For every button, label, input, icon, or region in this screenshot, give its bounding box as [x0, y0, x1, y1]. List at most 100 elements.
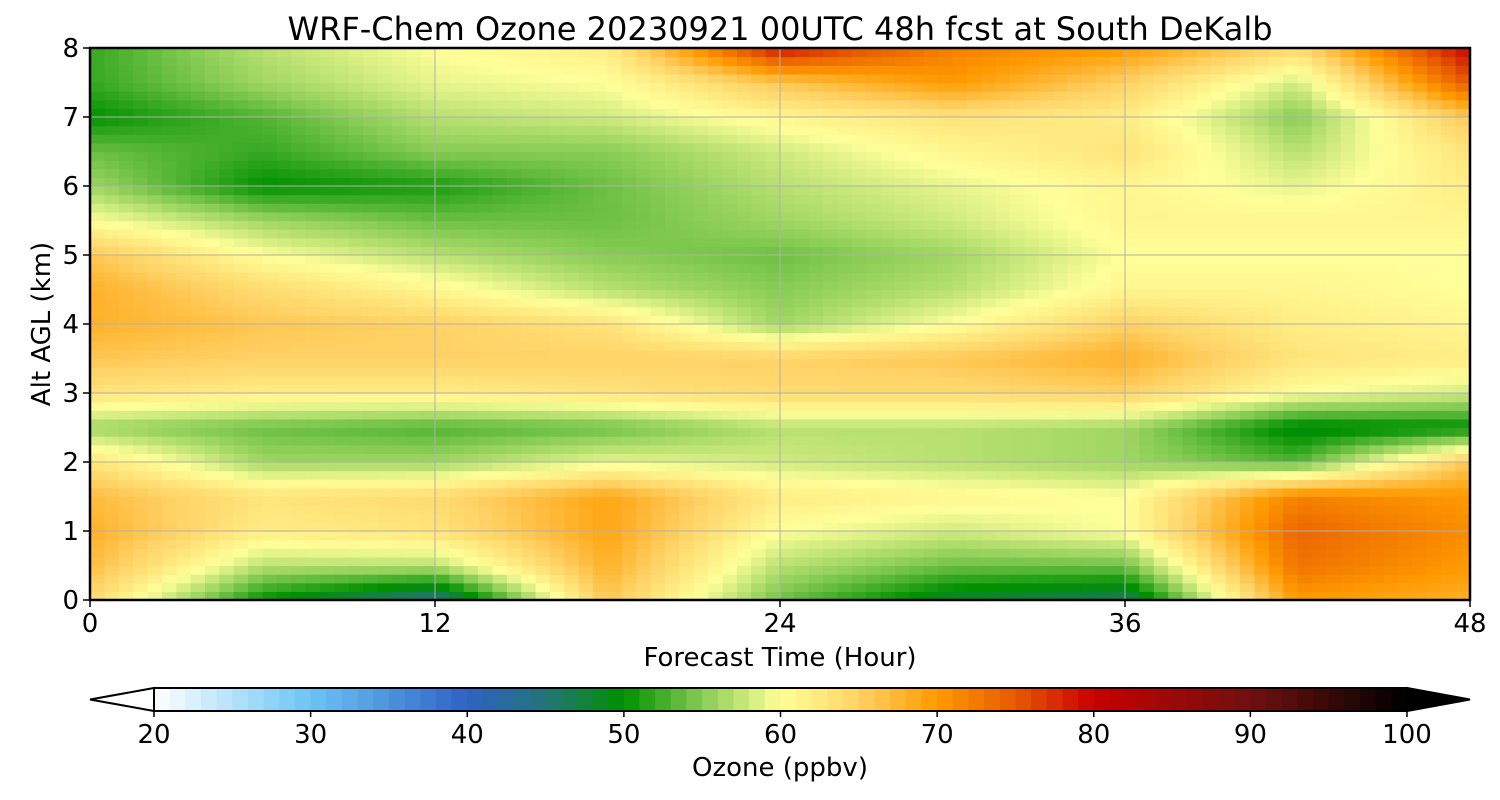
heatmap-cell: [837, 436, 853, 446]
heatmap-cell: [693, 436, 709, 446]
heatmap-cell: [837, 306, 853, 316]
heatmap-cell: [348, 565, 364, 575]
heatmap-cell: [420, 513, 436, 523]
heatmap-cell: [521, 289, 537, 299]
heatmap-cell: [895, 125, 910, 135]
heatmap-cell: [478, 186, 494, 196]
heatmap-cell: [693, 298, 709, 308]
heatmap-cell: [420, 108, 436, 118]
heatmap-cell: [535, 591, 551, 601]
heatmap-cell: [248, 255, 264, 265]
heatmap-cell: [665, 203, 680, 213]
heatmap-cell: [176, 211, 192, 222]
heatmap-cell: [506, 341, 522, 351]
heatmap-cell: [1110, 203, 1126, 213]
heatmap-cell: [665, 289, 680, 299]
heatmap-cell: [578, 315, 594, 325]
heatmap-cell: [765, 565, 781, 575]
heatmap-cell: [837, 548, 853, 558]
heatmap-cell: [665, 470, 680, 480]
heatmap-cell: [1168, 134, 1184, 144]
heatmap-cell: [650, 229, 666, 239]
heatmap-cell: [420, 263, 436, 273]
heatmap-cell: [219, 341, 235, 351]
heatmap-cell: [262, 315, 278, 325]
heatmap-cell: [305, 272, 321, 282]
heatmap-cell: [679, 125, 695, 135]
heatmap-cell: [679, 117, 695, 127]
heatmap-cell: [147, 367, 163, 377]
heatmap-cell: [880, 522, 896, 532]
heatmap-cell: [995, 349, 1011, 360]
heatmap-cell: [248, 393, 264, 403]
heatmap-cell: [981, 82, 997, 92]
heatmap-cell: [794, 574, 810, 584]
heatmap-cell: [564, 384, 580, 394]
heatmap-cell: [463, 211, 479, 222]
heatmap-cell: [722, 582, 738, 592]
heatmap-cell: [952, 591, 968, 601]
heatmap-cell: [276, 65, 292, 75]
heatmap-cell: [607, 280, 623, 291]
heatmap-cell: [90, 108, 105, 118]
heatmap-cell: [478, 306, 494, 316]
heatmap-cell: [363, 280, 379, 291]
heatmap-cell: [1125, 349, 1140, 360]
heatmap-cell: [320, 272, 335, 282]
heatmap-cell: [90, 255, 105, 265]
heatmap-cell: [435, 246, 450, 256]
heatmap-cell: [492, 487, 508, 498]
heatmap-cell: [435, 556, 450, 567]
heatmap-cell: [909, 548, 925, 558]
heatmap-cell: [133, 332, 149, 342]
heatmap-cell: [420, 65, 436, 75]
heatmap-cell: [751, 539, 767, 549]
heatmap-cell: [147, 289, 163, 299]
heatmap-cell: [391, 125, 407, 135]
heatmap-cell: [866, 211, 882, 222]
heatmap-cell: [305, 203, 321, 213]
heatmap-cell: [262, 341, 278, 351]
heatmap-cell: [938, 237, 954, 247]
heatmap-cell: [1096, 582, 1112, 592]
heatmap-cell: [161, 418, 177, 429]
heatmap-cell: [952, 539, 968, 549]
heatmap-cell: [147, 246, 163, 256]
heatmap-cell: [1168, 263, 1184, 273]
heatmap-cell: [104, 229, 120, 239]
heatmap-cell: [118, 505, 134, 515]
heatmap-cell: [219, 375, 235, 385]
heatmap-cell: [851, 444, 867, 454]
heatmap-cell: [808, 401, 824, 411]
heatmap-cell: [736, 375, 752, 385]
heatmap-cell: [1067, 255, 1083, 265]
heatmap-cell: [823, 548, 839, 558]
heatmap-cell: [435, 263, 450, 273]
heatmap-cell: [722, 151, 738, 161]
heatmap-cell: [1153, 556, 1169, 567]
heatmap-cell: [1024, 56, 1040, 66]
heatmap-cell: [966, 539, 982, 549]
heatmap-cell: [262, 496, 278, 506]
heatmap-cell: [909, 168, 925, 178]
heatmap-cell: [966, 315, 982, 325]
heatmap-cell: [1067, 134, 1083, 144]
heatmap-cell: [708, 237, 724, 247]
heatmap-cell: [161, 582, 177, 592]
heatmap-cell: [521, 418, 537, 429]
heatmap-cell: [233, 591, 249, 601]
heatmap-cell: [262, 591, 278, 601]
heatmap-cell: [1182, 125, 1198, 135]
heatmap-cell: [823, 186, 839, 196]
heatmap-cell: [161, 237, 177, 247]
heatmap-cell: [636, 151, 652, 161]
heatmap-cell: [248, 582, 264, 592]
heatmap-cell: [291, 418, 307, 429]
heatmap-cell: [837, 73, 853, 84]
heatmap-cell: [851, 479, 867, 489]
heatmap-cell: [780, 539, 795, 549]
heatmap-cell: [923, 56, 939, 66]
heatmap-cell: [348, 470, 364, 480]
heatmap-cell: [1067, 108, 1083, 118]
heatmap-cell: [636, 229, 652, 239]
